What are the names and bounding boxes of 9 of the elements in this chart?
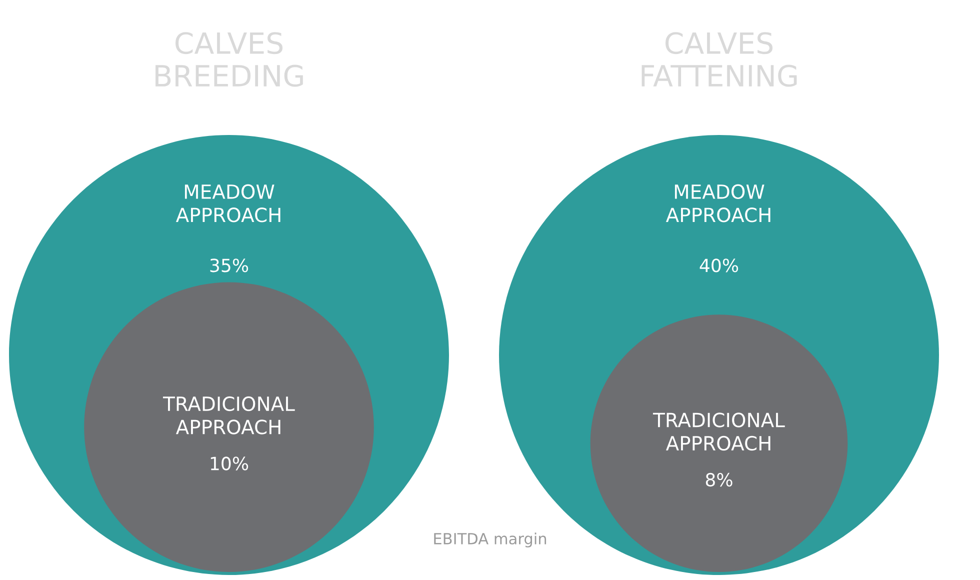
category-label: TRADICIONAL APPROACH (162, 396, 295, 434)
category-label: MEADOW APPROACH (666, 184, 770, 222)
data-label: 10% (210, 456, 248, 470)
category-label: TRADICIONAL APPROACH (652, 412, 785, 451)
text: EBITDA margin (434, 532, 546, 548)
data-label: 8% (706, 472, 732, 487)
data-label: 35% (210, 258, 248, 272)
data-label: 40% (700, 258, 738, 272)
category-label: MEADOW APPROACH (176, 184, 280, 222)
